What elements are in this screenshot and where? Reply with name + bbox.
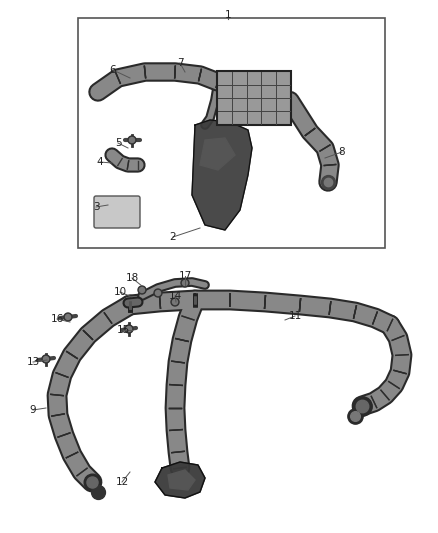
Circle shape [138, 286, 146, 294]
FancyBboxPatch shape [217, 71, 291, 125]
Text: 7: 7 [177, 58, 184, 68]
Text: 10: 10 [113, 287, 127, 297]
Text: 4: 4 [97, 157, 103, 167]
Polygon shape [155, 462, 205, 498]
Polygon shape [192, 120, 252, 230]
Text: 15: 15 [117, 325, 130, 335]
FancyBboxPatch shape [94, 196, 140, 228]
Text: 16: 16 [50, 314, 64, 324]
Text: 14: 14 [168, 291, 182, 301]
Text: 2: 2 [170, 232, 177, 242]
Polygon shape [168, 470, 195, 490]
Text: 11: 11 [288, 311, 302, 321]
Circle shape [128, 136, 136, 144]
Circle shape [139, 287, 145, 293]
Text: 18: 18 [125, 273, 138, 283]
Text: 13: 13 [26, 357, 39, 367]
Circle shape [155, 290, 160, 295]
Circle shape [43, 357, 49, 361]
Text: 3: 3 [93, 202, 99, 212]
Circle shape [66, 314, 71, 319]
Text: 6: 6 [110, 65, 117, 75]
Circle shape [42, 355, 50, 363]
Text: 17: 17 [178, 271, 192, 281]
Bar [78, 18, 385, 248]
Circle shape [181, 279, 189, 287]
Text: 12: 12 [115, 477, 129, 487]
Text: 9: 9 [30, 405, 36, 415]
Circle shape [130, 138, 134, 142]
Text: 5: 5 [115, 138, 121, 148]
Text: 8: 8 [339, 147, 345, 157]
Text: 1: 1 [225, 10, 231, 20]
Circle shape [183, 280, 187, 286]
Circle shape [173, 300, 177, 304]
Circle shape [64, 313, 72, 321]
Polygon shape [200, 138, 235, 170]
Circle shape [171, 298, 179, 306]
Circle shape [127, 327, 131, 332]
Polygon shape [204, 172, 238, 205]
Circle shape [125, 325, 133, 333]
Circle shape [154, 289, 162, 297]
